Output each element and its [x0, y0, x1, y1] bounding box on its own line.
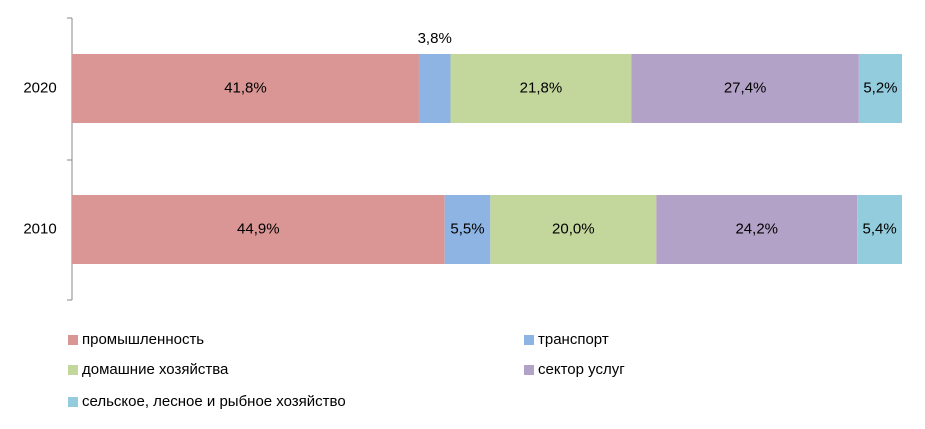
legend-label: транспорт: [538, 331, 609, 348]
legend-swatch: [68, 397, 78, 407]
legend-label: сектор услуг: [538, 361, 625, 378]
bar-segment: [418, 54, 451, 123]
legend-label: домашние хозяйства: [82, 361, 229, 378]
legend-swatch: [68, 365, 78, 375]
value-label: 5,2%: [863, 79, 897, 96]
bar-segment: [656, 195, 858, 264]
bar-segment: [450, 54, 632, 123]
y-tick-label: 2010: [23, 220, 56, 237]
bar-segment: [490, 195, 657, 264]
legend-label: промышленность: [82, 331, 204, 348]
y-tick-label: 2020: [23, 79, 56, 96]
value-label: 20,0%: [552, 220, 595, 237]
bar-segment: [444, 195, 491, 264]
bar-segment: [857, 195, 902, 264]
bar-segment: [72, 54, 419, 123]
value-label: 27,4%: [724, 79, 767, 96]
value-label: 3,8%: [418, 30, 452, 47]
value-label: 5,4%: [862, 220, 896, 237]
bar-segment: [631, 54, 859, 123]
value-label: 44,9%: [237, 220, 280, 237]
legend-swatch: [524, 365, 534, 375]
value-label: 41,8%: [224, 79, 267, 96]
bar-segment: [858, 54, 902, 123]
legend-swatch: [524, 335, 534, 345]
value-label: 5,5%: [450, 220, 484, 237]
legend-label: сельское, лесное и рыбное хозяйство: [82, 393, 346, 410]
value-label: 21,8%: [520, 79, 563, 96]
value-label: 24,2%: [735, 220, 778, 237]
bar-segment: [72, 195, 445, 264]
legend-swatch: [68, 335, 78, 345]
